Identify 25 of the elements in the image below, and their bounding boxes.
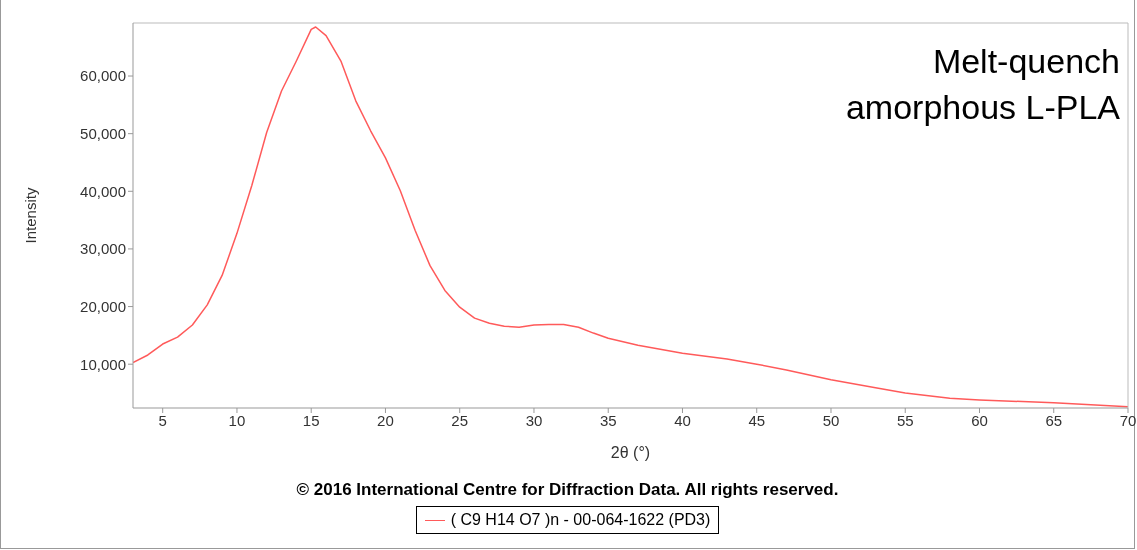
- legend-label: ( C9 H14 O7 )n - 00-064-1622 (PD3): [450, 511, 711, 529]
- annotation: Melt-quench amorphous L-PLA: [844, 41, 1120, 128]
- y-tick-label: 30,000: [80, 240, 126, 258]
- y-tick-label: 60,000: [80, 67, 126, 85]
- x-tick-label: 50: [822, 411, 840, 429]
- y-tick-label: 40,000: [80, 182, 126, 200]
- x-tick-label: 40: [674, 411, 691, 429]
- x-tick-label: 20: [377, 411, 394, 429]
- x-tick-label: 60: [971, 411, 988, 429]
- x-tick-label: 55: [896, 411, 914, 429]
- y-tick-label: 20,000: [80, 297, 126, 315]
- y-tick-label: 10,000: [80, 355, 126, 373]
- y-axis-title: Intensity: [22, 187, 40, 244]
- x-axis-title: 2θ (°): [610, 444, 651, 461]
- text: © 2016 International Centre for Diffraction Data. All rights reserved.: [295, 480, 840, 500]
- x-tick-label: 30: [525, 411, 543, 429]
- x-tick-label: 10: [228, 411, 246, 429]
- x-tick-label: 45: [748, 411, 766, 429]
- x-tick-label: 65: [1045, 411, 1063, 429]
- y-tick-label: 50,000: [80, 124, 126, 142]
- x-tick-label: 70: [1119, 411, 1137, 429]
- x-tick-label: 5: [158, 411, 167, 429]
- x-tick-label: 25: [451, 411, 469, 429]
- x-tick-label: 15: [302, 411, 320, 429]
- x-tick-label: 35: [599, 411, 617, 429]
